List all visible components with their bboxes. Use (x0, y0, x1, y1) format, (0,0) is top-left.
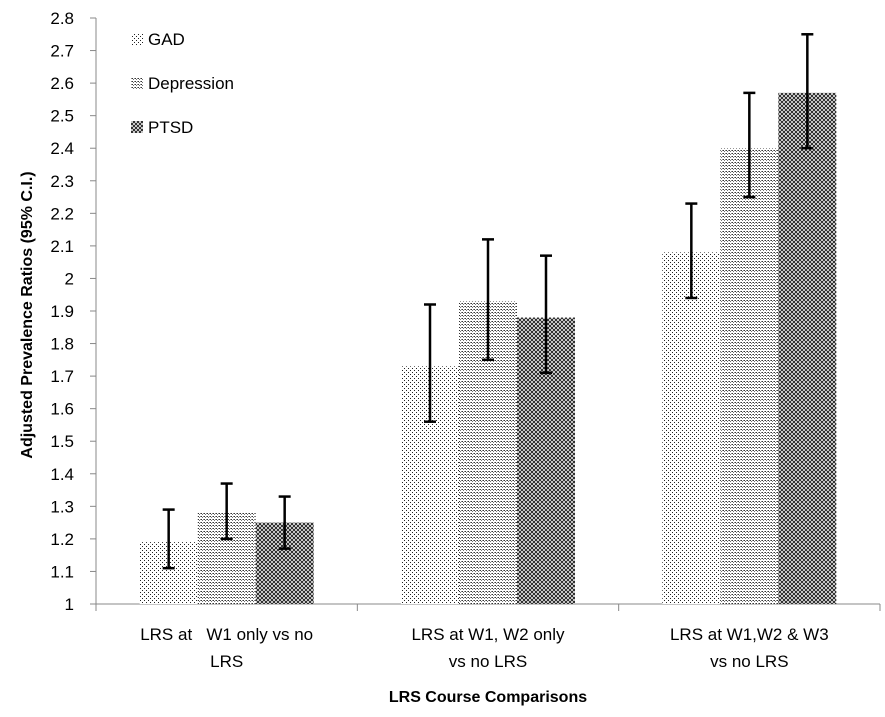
y-tick-label: 1.6 (50, 400, 74, 419)
legend-label-ptsd: PTSD (148, 118, 193, 137)
x-axis-title: LRS Course Comparisons (389, 689, 587, 706)
y-tick-label: 1.1 (50, 562, 74, 581)
y-tick-label: 1.2 (50, 530, 74, 549)
y-tick-label: 2.3 (50, 172, 74, 191)
y-tick-label: 1.7 (50, 367, 74, 386)
y-tick-label: 1 (65, 595, 74, 614)
y-tick-label: 1.5 (50, 432, 74, 451)
bars (139, 92, 837, 604)
y-tick-label: 2.5 (50, 107, 74, 126)
axes: 1 1.1 1.2 1.3 1.4 1.5 1.6 1.7 1.8 1.9 2 2.1 2.2 2.3 2.… (50, 9, 881, 671)
legend-label-gad: GAD (148, 30, 185, 49)
y-tick-label: 2.4 (50, 139, 74, 158)
x-category-label: LRS at W1,W2 & W3 vs no LRS (670, 625, 829, 671)
y-axis-title: Adjusted Prevalence Ratios (95% C.I.) (19, 171, 36, 458)
y-tick-label: 1.9 (50, 302, 74, 321)
bar-gad (662, 252, 721, 604)
y-tick-label: 1.4 (50, 465, 74, 484)
x-category-label-line: LRS (210, 652, 243, 671)
legend-swatch-ptsd (131, 121, 143, 133)
y-tick-label: 2.1 (50, 237, 74, 256)
x-category-label-line: LRS at W1 only vs no (140, 625, 313, 644)
legend-swatch-gad (131, 33, 143, 45)
bar-ptsd (778, 92, 837, 604)
bar-depression (720, 148, 779, 604)
y-tick-label: 1.3 (50, 497, 74, 516)
x-category-label: LRS at W1 only vs no LRS (140, 625, 313, 671)
legend-label-depression: Depression (148, 74, 234, 93)
legend: GAD Depression PTSD (131, 30, 234, 137)
x-category-label: LRS at W1, W2 only vs no LRS (411, 625, 565, 671)
y-tick-label: 2.2 (50, 204, 74, 223)
y-tick-label: 1.8 (50, 335, 74, 354)
y-tick-label: 2 (65, 269, 74, 288)
y-tick-label: 2.6 (50, 74, 74, 93)
error-bars (162, 33, 814, 570)
legend-swatch-depression (131, 77, 143, 89)
x-category-label-line: vs no LRS (710, 652, 788, 671)
y-tick-label: 2.7 (50, 42, 74, 61)
x-category-label-line: LRS at W1, W2 only (411, 625, 565, 644)
x-category-label-line: vs no LRS (449, 652, 527, 671)
x-category-label-line: LRS at W1,W2 & W3 (670, 625, 829, 644)
y-tick-label: 2.8 (50, 9, 74, 28)
